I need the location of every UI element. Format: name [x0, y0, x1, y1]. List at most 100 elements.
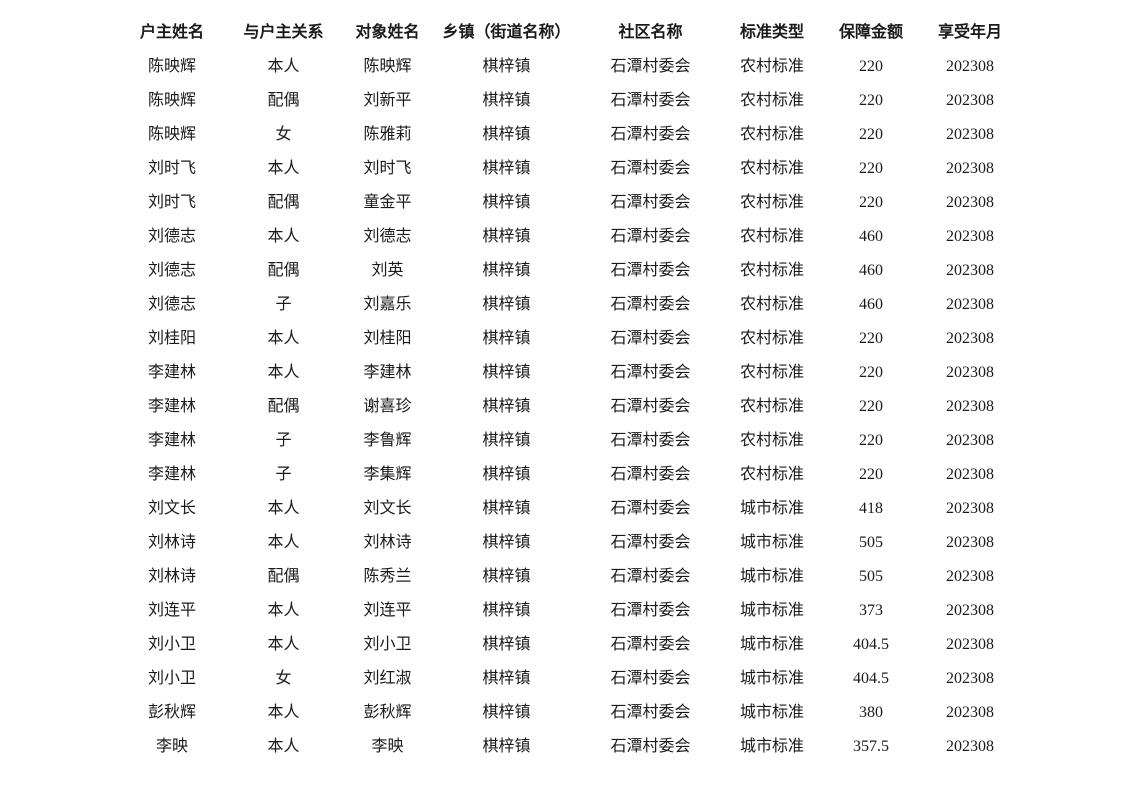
table-cell: 刘桂阳	[147, 330, 196, 347]
table-cell: 本人	[267, 58, 300, 75]
table-cell: 农村标准	[739, 126, 804, 143]
table-cell: 373	[859, 602, 883, 619]
table-cell: 农村标准	[739, 160, 804, 177]
table-cell: 农村标准	[739, 466, 804, 483]
table-cell: 李鲁辉	[363, 432, 412, 449]
table-cell: 刘连平	[363, 602, 412, 619]
table-cell: 刘桂阳	[363, 330, 412, 347]
table-cell: 农村标准	[739, 296, 804, 313]
table-cell: 202308	[946, 398, 994, 415]
table-row: 刘小卫 女 刘红淑 棋梓镇 石潭村委会 城市标准 404.5 202308	[115, 662, 1017, 696]
table-cell: 202308	[946, 500, 994, 517]
table-cell: 刘文长	[363, 500, 412, 517]
table-cell: 李建林	[147, 398, 196, 415]
table-cell: 石潭村委会	[610, 432, 691, 449]
table-cell: 陈映辉	[363, 58, 412, 75]
table-cell: 棋梓镇	[482, 296, 531, 313]
table-cell: 220	[859, 364, 883, 381]
table-cell: 202308	[946, 670, 994, 687]
table-cell: 石潭村委会	[610, 636, 691, 653]
table-cell: 202308	[946, 330, 994, 347]
table-cell: 220	[859, 330, 883, 347]
table-cell: 220	[859, 58, 883, 75]
table-cell: 202308	[946, 738, 994, 755]
table-cell: 202308	[946, 466, 994, 483]
table-cell: 棋梓镇	[482, 262, 531, 279]
table-cell: 202308	[946, 636, 994, 653]
table-cell: 石潭村委会	[610, 92, 691, 109]
table-cell: 220	[859, 92, 883, 109]
table-row: 刘德志 子 刘嘉乐 棋梓镇 石潭村委会 农村标准 460 202308	[115, 288, 1017, 322]
column-header: 与户主关系	[243, 24, 324, 41]
table-cell: 刘英	[371, 262, 404, 279]
table-cell: 农村标准	[739, 398, 804, 415]
table-cell: 本人	[267, 534, 300, 551]
table-cell: 202308	[946, 432, 994, 449]
table-cell: 石潭村委会	[610, 568, 691, 585]
table-cell: 刘林诗	[147, 568, 196, 585]
table-row: 刘时飞 配偶 童金平 棋梓镇 石潭村委会 农村标准 220 202308	[115, 186, 1017, 220]
table-cell: 本人	[267, 160, 300, 177]
table-cell: 460	[859, 262, 883, 279]
table-cell: 李集辉	[363, 466, 412, 483]
table-cell: 农村标准	[739, 92, 804, 109]
table-cell: 刘德志	[147, 296, 196, 313]
table-cell: 404.5	[853, 670, 889, 687]
table-cell: 202308	[946, 704, 994, 721]
table-cell: 农村标准	[739, 330, 804, 347]
table-cell: 刘红淑	[363, 670, 412, 687]
table-cell: 农村标准	[739, 58, 804, 75]
table-cell: 505	[859, 568, 883, 585]
table-cell: 配偶	[267, 92, 300, 109]
table-cell: 石潭村委会	[610, 126, 691, 143]
table-cell: 刘小卫	[363, 636, 412, 653]
table-cell: 220	[859, 160, 883, 177]
table-row: 刘林诗 本人 刘林诗 棋梓镇 石潭村委会 城市标准 505 202308	[115, 526, 1017, 560]
table-cell: 城市标准	[739, 568, 804, 585]
table-cell: 棋梓镇	[482, 704, 531, 721]
column-header: 保障金额	[838, 24, 903, 41]
table-cell: 本人	[267, 228, 300, 245]
table-cell: 石潭村委会	[610, 738, 691, 755]
table-cell: 城市标准	[739, 704, 804, 721]
table-cell: 棋梓镇	[482, 602, 531, 619]
table-cell: 李建林	[147, 432, 196, 449]
table-cell: 棋梓镇	[482, 670, 531, 687]
table-cell: 石潭村委会	[610, 160, 691, 177]
table-cell: 城市标准	[739, 602, 804, 619]
table-cell: 202308	[946, 364, 994, 381]
table-cell: 农村标准	[739, 262, 804, 279]
table-cell: 石潭村委会	[610, 296, 691, 313]
table-row: 刘时飞 本人 刘时飞 棋梓镇 石潭村委会 农村标准 220 202308	[115, 152, 1017, 186]
table-cell: 石潭村委会	[610, 466, 691, 483]
table-cell: 李建林	[147, 364, 196, 381]
table-cell: 棋梓镇	[482, 194, 531, 211]
table-cell: 李映	[155, 738, 188, 755]
column-header: 标准类型	[739, 24, 804, 41]
table-cell: 城市标准	[739, 636, 804, 653]
table-row: 刘桂阳 本人 刘桂阳 棋梓镇 石潭村委会 农村标准 220 202308	[115, 322, 1017, 356]
table-cell: 棋梓镇	[482, 364, 531, 381]
table-cell: 刘小卫	[147, 636, 196, 653]
table-cell: 刘时飞	[147, 160, 196, 177]
table-row: 彭秋辉 本人 彭秋辉 棋梓镇 石潭村委会 城市标准 380 202308	[115, 696, 1017, 730]
table-cell: 女	[275, 126, 292, 143]
table-cell: 棋梓镇	[482, 92, 531, 109]
table-row: 李建林 本人 李建林 棋梓镇 石潭村委会 农村标准 220 202308	[115, 356, 1017, 390]
table-cell: 202308	[946, 262, 994, 279]
table-cell: 220	[859, 126, 883, 143]
table-cell: 418	[859, 500, 883, 517]
table-row: 刘林诗 配偶 陈秀兰 棋梓镇 石潭村委会 城市标准 505 202308	[115, 560, 1017, 594]
table-cell: 石潭村委会	[610, 228, 691, 245]
table-cell: 陈秀兰	[363, 568, 412, 585]
table-cell: 陈映辉	[147, 126, 196, 143]
table-cell: 220	[859, 432, 883, 449]
table-cell: 石潭村委会	[610, 704, 691, 721]
table-cell: 本人	[267, 500, 300, 517]
table-cell: 505	[859, 534, 883, 551]
table-cell: 202308	[946, 568, 994, 585]
table-cell: 460	[859, 296, 883, 313]
table-cell: 刘文长	[147, 500, 196, 517]
table-cell: 石潭村委会	[610, 670, 691, 687]
